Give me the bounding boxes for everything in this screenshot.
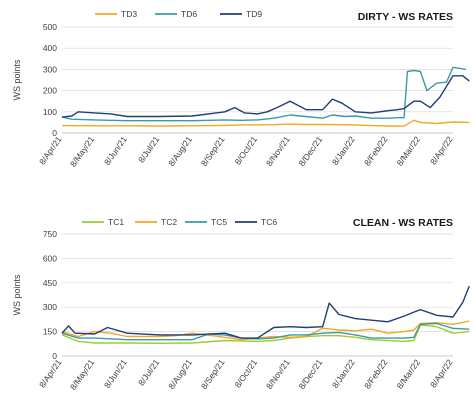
y-tick-label: 600 xyxy=(43,253,57,263)
y-tick-label: 150 xyxy=(43,327,57,337)
x-tick-label: 8/Oct/21 xyxy=(233,357,260,389)
x-tick-label: 8/Mar/22 xyxy=(395,357,423,390)
legend-label-td6: TD6 xyxy=(181,9,197,19)
x-tick-label: 8/Feb/22 xyxy=(362,357,390,390)
legend-label-td3: TD3 xyxy=(121,9,137,19)
x-tick-label: 8/Jun/21 xyxy=(102,134,129,167)
legend-label-tc6: TC6 xyxy=(261,217,277,227)
y-tick-label: 0 xyxy=(52,351,57,361)
chart-title: CLEAN - WS RATES xyxy=(353,217,453,229)
x-tick-label: 8/Apr/22 xyxy=(428,134,455,166)
legend-label-tc1: TC1 xyxy=(108,217,124,227)
series-line-td3 xyxy=(61,119,470,127)
x-tick-label: 8/Nov/21 xyxy=(264,357,292,391)
x-tick-label: 8/Apr/22 xyxy=(428,357,455,389)
x-tick-label: 8/Jan/22 xyxy=(330,134,357,167)
x-tick-label: 8/Dec/21 xyxy=(297,357,325,391)
x-tick-label: 8/Feb/22 xyxy=(362,134,390,167)
y-tick-label: 100 xyxy=(43,107,57,117)
series-line-tc6 xyxy=(61,285,470,339)
y-tick-label: 200 xyxy=(43,86,57,96)
x-tick-label: 8/Oct/21 xyxy=(233,134,260,166)
x-tick-label: 8/Apr/21 xyxy=(37,134,64,166)
x-tick-label: 8/Jul/21 xyxy=(136,134,161,164)
x-tick-label: 8/Jul/21 xyxy=(136,357,161,387)
series-line-tc5 xyxy=(61,322,470,341)
y-tick-label: 400 xyxy=(43,43,57,53)
y-axis-label: WS points xyxy=(12,274,22,316)
x-tick-label: 8/Apr/21 xyxy=(37,357,64,389)
chart-title: DIRTY - WS RATES xyxy=(358,11,453,23)
x-tick-label: 8/Aug/21 xyxy=(166,357,194,391)
legend-label-td9: TD9 xyxy=(246,9,262,19)
y-tick-label: 0 xyxy=(52,128,57,138)
legend-label-tc5: TC5 xyxy=(211,217,227,227)
x-tick-label: 8/Sep/21 xyxy=(199,357,227,391)
x-tick-label: 8/Aug/21 xyxy=(166,134,194,168)
x-tick-label: 8/Nov/21 xyxy=(264,134,292,168)
x-tick-label: 8/Dec/21 xyxy=(297,134,325,168)
y-tick-label: 750 xyxy=(43,229,57,239)
x-tick-label: 8/May/21 xyxy=(68,357,96,392)
series-line-tc1 xyxy=(61,324,470,344)
series-line-td6 xyxy=(61,66,467,122)
x-tick-label: 8/Sep/21 xyxy=(199,134,227,168)
y-tick-label: 300 xyxy=(43,64,57,74)
x-tick-label: 8/Jun/21 xyxy=(102,357,129,390)
x-tick-label: 8/Jan/22 xyxy=(330,357,357,390)
y-tick-label: 500 xyxy=(43,22,57,32)
series-line-td9 xyxy=(61,75,470,118)
y-tick-label: 450 xyxy=(43,278,57,288)
x-tick-label: 8/May/21 xyxy=(68,134,96,169)
y-tick-label: 300 xyxy=(43,302,57,312)
y-axis-label: WS points xyxy=(12,59,22,101)
legend-label-tc2: TC2 xyxy=(161,217,177,227)
series-line-tc2 xyxy=(61,320,470,341)
x-tick-label: 8/Mar/22 xyxy=(395,134,423,167)
